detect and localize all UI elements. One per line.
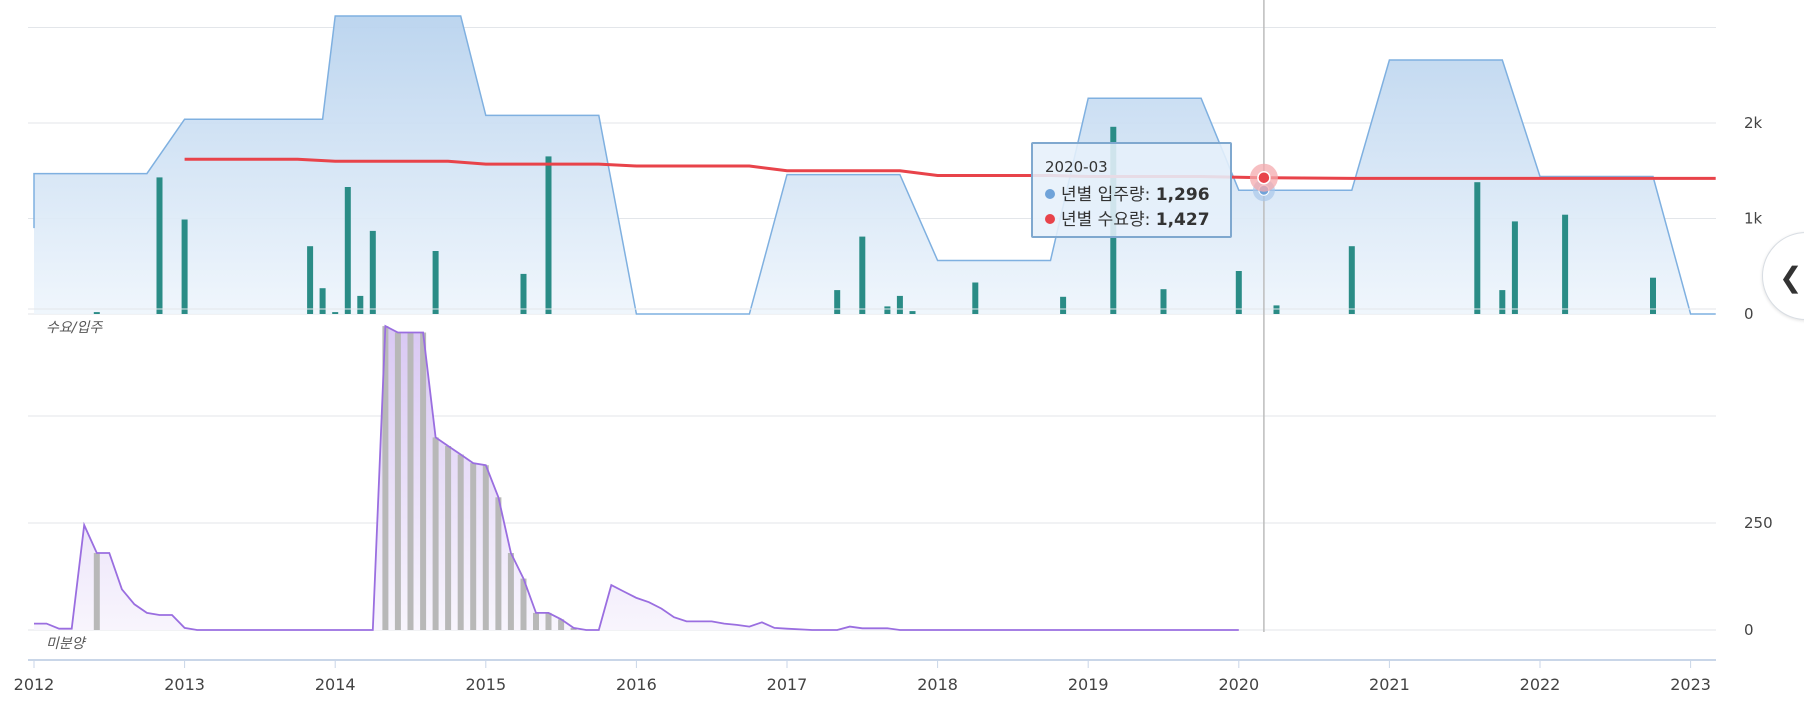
x-tick-label: 2021 bbox=[1369, 675, 1410, 694]
bottom-bar bbox=[457, 454, 464, 630]
bottom-bar bbox=[545, 612, 552, 630]
bottom-panel-title: 미분양 bbox=[46, 636, 87, 652]
unsold-line bbox=[34, 324, 1239, 631]
top-bar bbox=[357, 295, 364, 314]
tooltip-supply-value: 1,296 bbox=[1155, 185, 1210, 205]
top-bar bbox=[884, 306, 891, 314]
bottom-bar bbox=[558, 619, 565, 630]
bottom-bar bbox=[407, 332, 414, 630]
tooltip-date: 2020-03 bbox=[1045, 158, 1108, 176]
tooltip-row-demand: 년별 수요량: 1,427 bbox=[1045, 205, 1210, 230]
x-tick-label: 2017 bbox=[767, 675, 808, 694]
top-y-tick-label: 2k bbox=[1744, 114, 1763, 132]
demand-marker bbox=[1257, 170, 1271, 185]
bottom-y-tick-label: 250 bbox=[1744, 514, 1773, 532]
top-bar bbox=[1348, 246, 1355, 314]
top-bar bbox=[1562, 214, 1569, 314]
x-tick-label: 2022 bbox=[1520, 675, 1561, 694]
top-bar bbox=[1235, 271, 1242, 314]
top-bar bbox=[93, 312, 100, 314]
top-bar bbox=[545, 156, 552, 314]
top-bar bbox=[859, 236, 866, 314]
x-tick-label: 2018 bbox=[917, 675, 958, 694]
bottom-bar bbox=[520, 578, 527, 630]
top-y-tick-label: 1k bbox=[1744, 210, 1763, 228]
bottom-bar bbox=[570, 627, 577, 630]
bottom-bar bbox=[495, 497, 502, 630]
top-bar bbox=[319, 288, 326, 314]
x-tick-label: 2013 bbox=[164, 675, 205, 694]
supply-area-fill bbox=[34, 16, 1716, 314]
tooltip: 2020-03 년별 입주량: 1,296 년별 수요량: 1,427 bbox=[1031, 142, 1232, 238]
top-bar bbox=[1160, 289, 1167, 314]
top-bar bbox=[369, 230, 376, 314]
top-bar bbox=[1499, 290, 1506, 314]
supply-area-line bbox=[33, 15, 1716, 315]
tooltip-supply-dot bbox=[1045, 189, 1055, 199]
bottom-bar bbox=[93, 553, 100, 630]
x-tick-label: 2023 bbox=[1670, 675, 1711, 694]
x-tick-label: 2015 bbox=[465, 675, 506, 694]
top-bar bbox=[181, 219, 188, 314]
chevron-left-icon: ❮ bbox=[1779, 261, 1803, 294]
tooltip-demand-value: 1,427 bbox=[1155, 210, 1210, 230]
bottom-bar bbox=[394, 332, 401, 630]
top-bar bbox=[1650, 277, 1656, 314]
top-bar bbox=[1273, 305, 1280, 314]
top-y-tick-label: 0 bbox=[1744, 305, 1754, 323]
top-bar bbox=[834, 290, 841, 314]
top-bar bbox=[1060, 296, 1067, 314]
bottom-bar bbox=[445, 446, 452, 630]
tooltip-demand-label: 년별 수요량: bbox=[1061, 210, 1156, 230]
bottom-bar bbox=[382, 326, 389, 630]
top-bar bbox=[1511, 221, 1518, 314]
x-tick-label: 2014 bbox=[315, 675, 356, 694]
top-bar bbox=[896, 295, 903, 314]
top-bar bbox=[909, 311, 916, 314]
top-bar bbox=[332, 312, 339, 314]
x-tick-label: 2012 bbox=[14, 675, 55, 694]
bottom-bar bbox=[507, 553, 514, 630]
bottom-bar bbox=[432, 437, 439, 630]
tooltip-demand-dot bbox=[1045, 214, 1055, 224]
bottom-bar bbox=[470, 463, 477, 630]
top-bar bbox=[972, 282, 979, 314]
x-tick-label: 2016 bbox=[616, 675, 657, 694]
tooltip-supply-label: 년별 입주량: bbox=[1061, 185, 1156, 205]
x-tick-label: 2020 bbox=[1218, 675, 1259, 694]
bottom-bar bbox=[420, 332, 427, 630]
bottom-bar bbox=[482, 465, 489, 630]
top-bar bbox=[432, 251, 439, 314]
top-bar bbox=[1474, 182, 1481, 314]
top-bar bbox=[156, 177, 163, 314]
bottom-bar bbox=[533, 612, 539, 630]
top-bar bbox=[344, 187, 351, 314]
bottom-y-tick-label: 0 bbox=[1744, 621, 1754, 639]
top-bar bbox=[307, 246, 314, 314]
unsold-area-fill bbox=[34, 326, 1239, 630]
demand-line bbox=[184, 157, 1716, 180]
top-bar bbox=[520, 273, 527, 314]
tooltip-row-supply: 년별 입주량: 1,296 bbox=[1045, 180, 1210, 205]
top-panel-title: 수요/입주 bbox=[46, 320, 103, 336]
x-tick-label: 2019 bbox=[1068, 675, 1109, 694]
